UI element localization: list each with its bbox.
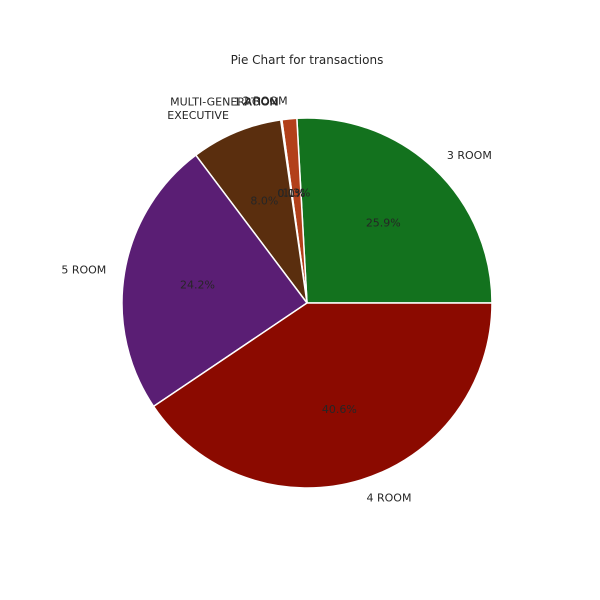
pie-percent-label-multi-generation: 0.0% — [277, 187, 305, 200]
pie-slices — [121, 117, 493, 489]
pie-percent-label-4-room: 40.6% — [322, 403, 357, 416]
pie-percent-label-5-room: 24.2% — [180, 279, 215, 292]
pie-percent-label-2-room: 1.3% — [282, 187, 310, 200]
pie-percent-label-1-room: 0.1% — [278, 187, 306, 200]
pie-label-1-room: 1 ROOM — [234, 96, 279, 109]
pie-slice-5-room — [121, 154, 308, 408]
pie-label-multi-generation: MULTI-GENERATION — [170, 96, 278, 109]
pie-label-4-room: 4 ROOM — [367, 492, 412, 505]
pie-label-2-room: 2 ROOM — [243, 94, 288, 107]
pie-slice-4-room — [152, 302, 493, 489]
pie-percent-label-executive: 8.0% — [250, 195, 278, 208]
pie-slice-3-room — [296, 117, 493, 304]
pie-slice-executive — [195, 119, 308, 304]
pie-percent-labels: 25.9% 1.3%0.1%0.0%8.0% 24.2% 40.6% — [180, 187, 401, 417]
chart-title: Pie Chart for transactions — [231, 53, 384, 67]
pie-label-5-room: 5 ROOM — [61, 263, 106, 276]
pie-label-executive: EXECUTIVE — [167, 109, 229, 122]
pie-percent-label-3-room: 25.9% — [366, 216, 401, 229]
pie-label-3-room: 3 ROOM — [447, 149, 492, 162]
